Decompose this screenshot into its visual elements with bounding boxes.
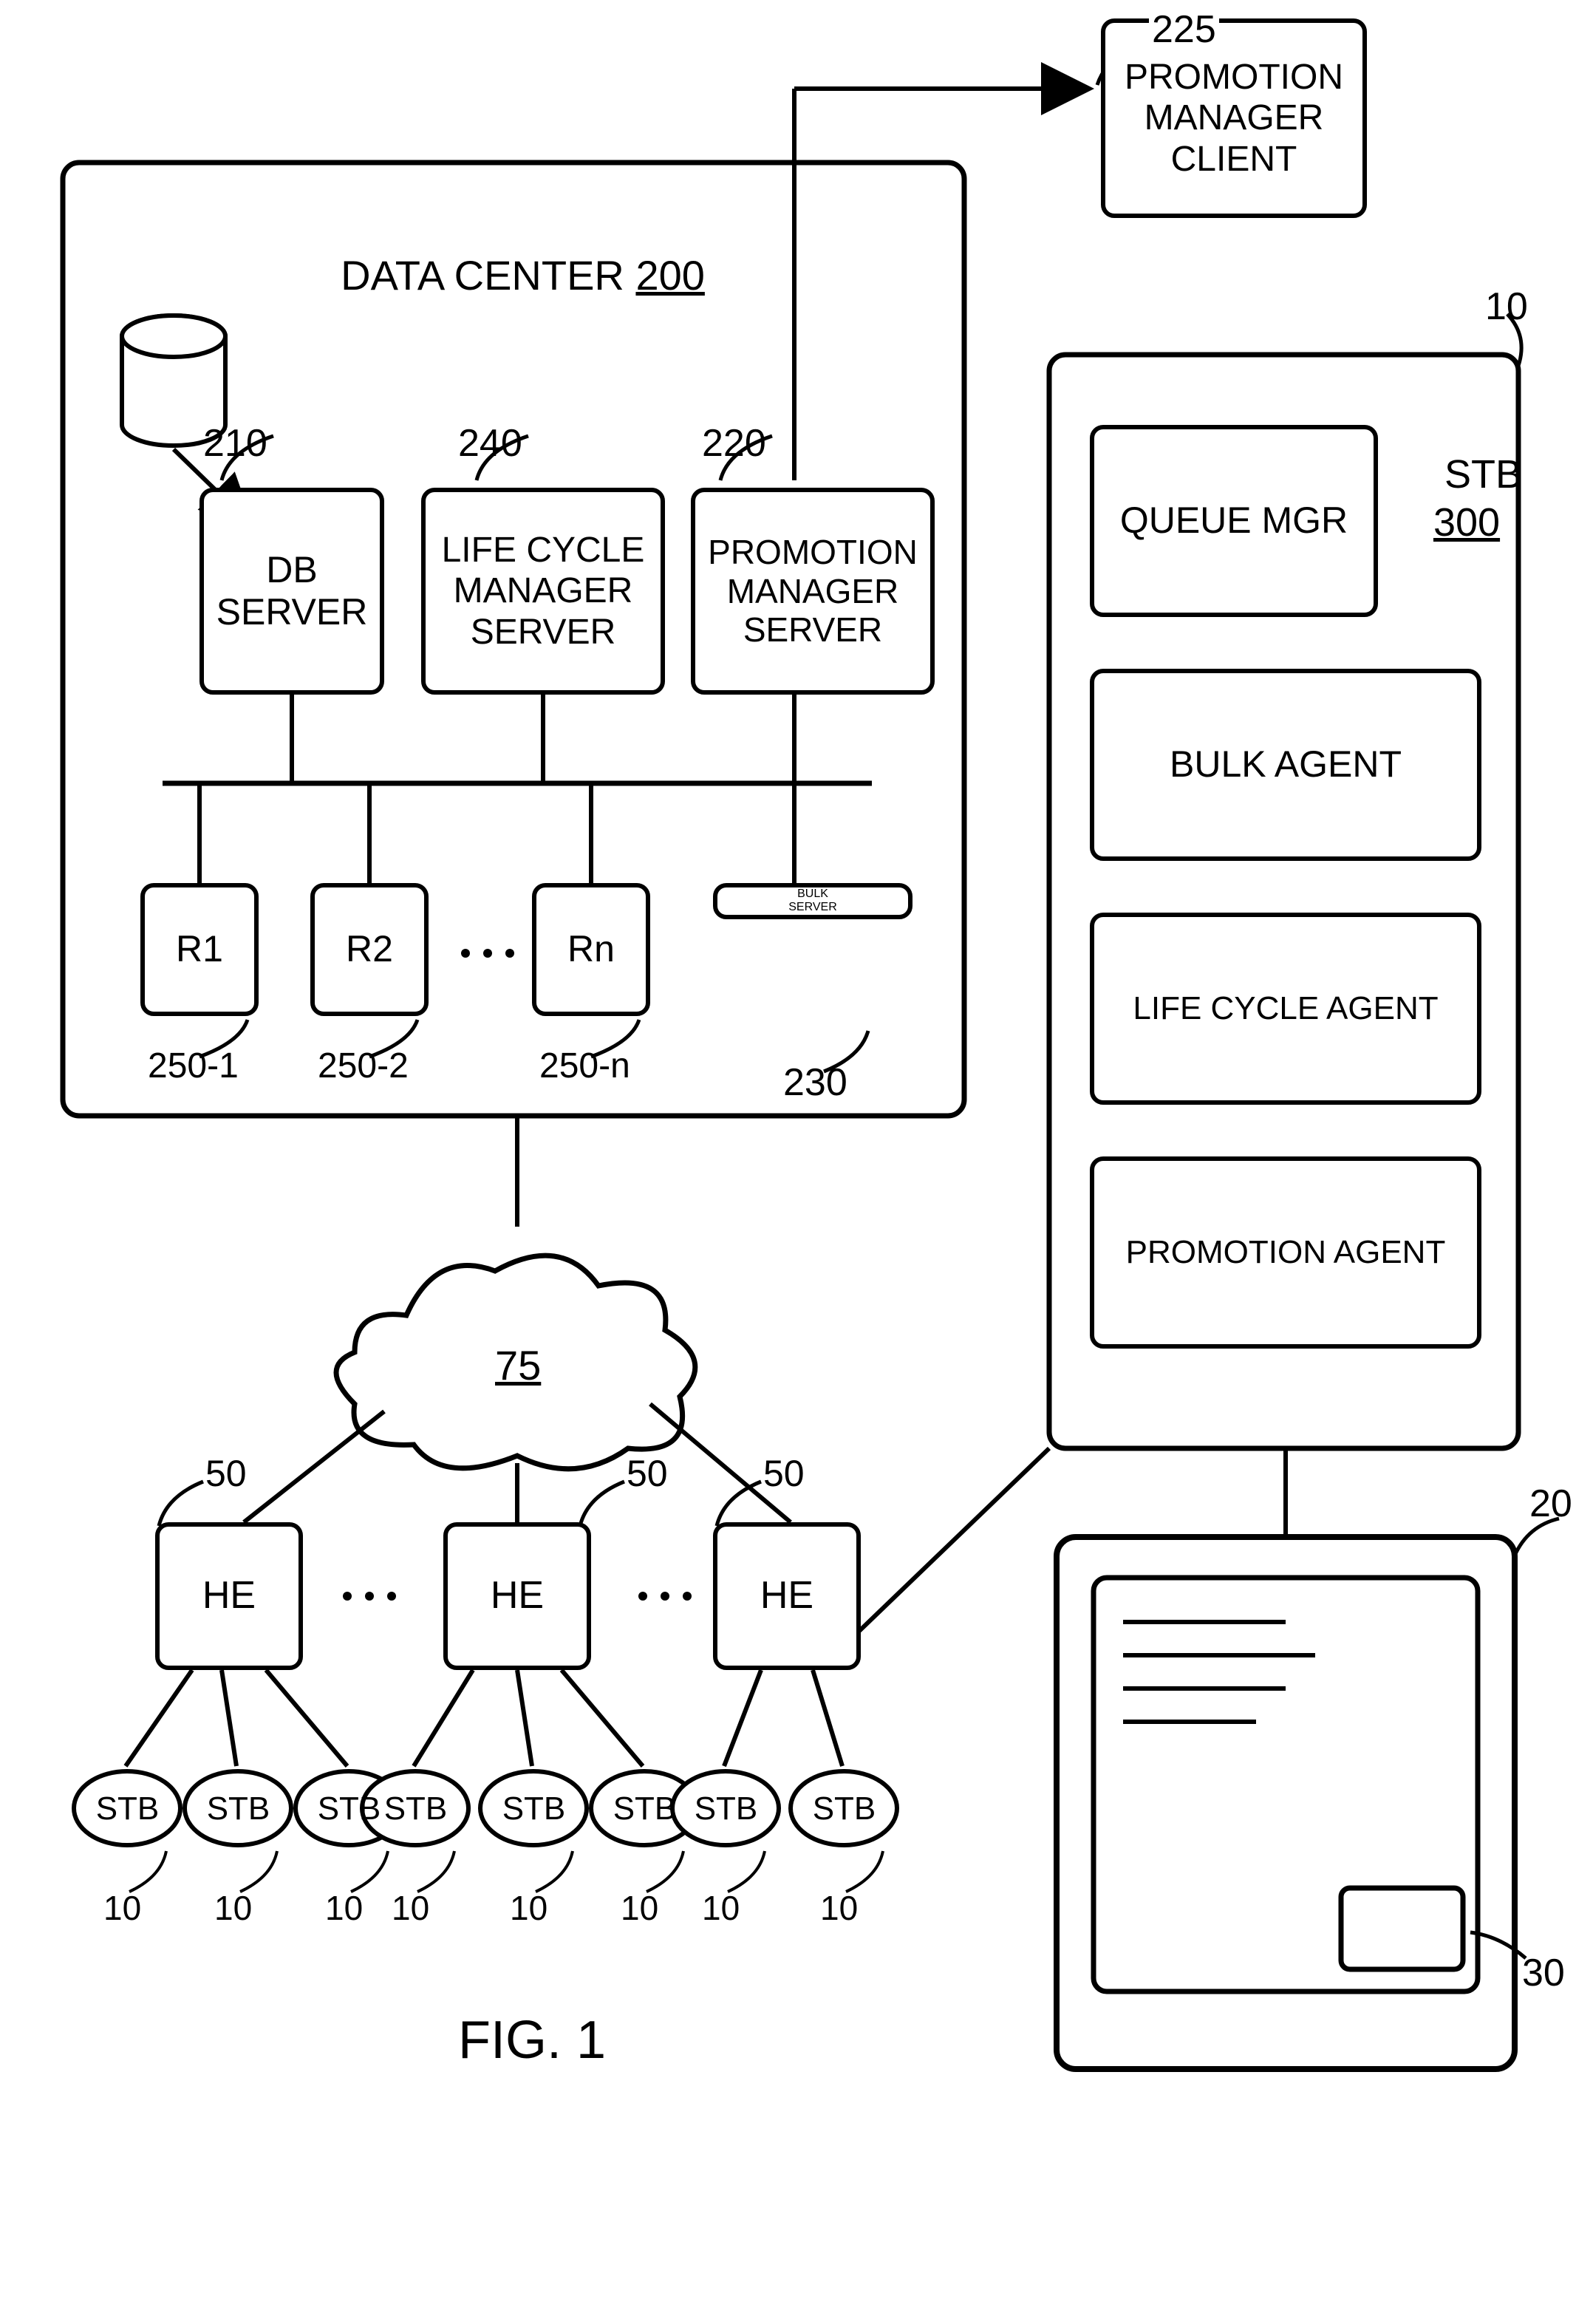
stb-ellipse: STB [787, 1766, 901, 1851]
stb-ellipse: STB [70, 1766, 185, 1851]
rn-ref: 250-n [539, 1046, 630, 1086]
stb-ellipse: STB [181, 1766, 296, 1851]
lifecycle-mgr-ref: 240 [458, 421, 522, 466]
bulk-server-ref: 230 [783, 1060, 847, 1105]
db-server-ref: 210 [203, 421, 267, 466]
db-server-box: DB SERVER [199, 488, 384, 695]
lifecycle-agent-box: LIFE CYCLE AGENT [1090, 913, 1481, 1105]
cloud-ref: 75 [495, 1341, 541, 1389]
promotion-mgr-box: PROMOTION MANAGER SERVER [691, 488, 935, 695]
rn-box: Rn [532, 883, 650, 1016]
bulk-agent-box: BULK AGENT [1090, 669, 1481, 861]
he-box-2: HE [443, 1522, 591, 1670]
he-box-3: HE [713, 1522, 861, 1670]
queue-mgr-box: QUEUE MGR [1090, 425, 1378, 617]
stb-detail-ref: 10 [1485, 284, 1528, 329]
figure-title: FIG. 1 [458, 2010, 606, 2071]
he-ref-3: 50 [763, 1452, 805, 1495]
stb-ref: 10 [510, 1888, 547, 1928]
stb-ellipse: STB [477, 1766, 591, 1851]
r1-box: R1 [140, 883, 259, 1016]
stb-ref: 10 [621, 1888, 658, 1928]
remote-ref: 30 [1522, 1951, 1565, 1995]
stb-ellipse: STB [669, 1766, 783, 1851]
stb-ref: 10 [702, 1888, 740, 1928]
lifecycle-mgr-box: LIFE CYCLE MANAGER SERVER [421, 488, 665, 695]
he-ref-1: 50 [205, 1452, 247, 1495]
stb-ref: 10 [325, 1888, 363, 1928]
he-ref-2: 50 [627, 1452, 668, 1495]
r2-box: R2 [310, 883, 429, 1016]
promotion-manager-client-ref: 225 [1149, 7, 1219, 52]
r1-ref: 250-1 [148, 1046, 239, 1086]
promotion-mgr-ref: 220 [702, 421, 766, 466]
stb-ref: 10 [103, 1888, 141, 1928]
he-box-1: HE [155, 1522, 303, 1670]
stb-detail-title: STB 300 [1411, 403, 1522, 546]
bulk-server-box: BULK SERVER [713, 883, 912, 919]
tv-ref: 20 [1529, 1482, 1572, 1526]
stb-ref: 10 [820, 1888, 858, 1928]
data-center-title: DATA CENTER 200 [318, 203, 705, 299]
stb-ref: 10 [214, 1888, 252, 1928]
stb-ref: 10 [392, 1888, 429, 1928]
promotion-manager-client-box: PROMOTION MANAGER CLIENT [1101, 18, 1367, 218]
promotion-agent-box: PROMOTION AGENT [1090, 1156, 1481, 1349]
r2-ref: 250-2 [318, 1046, 409, 1086]
